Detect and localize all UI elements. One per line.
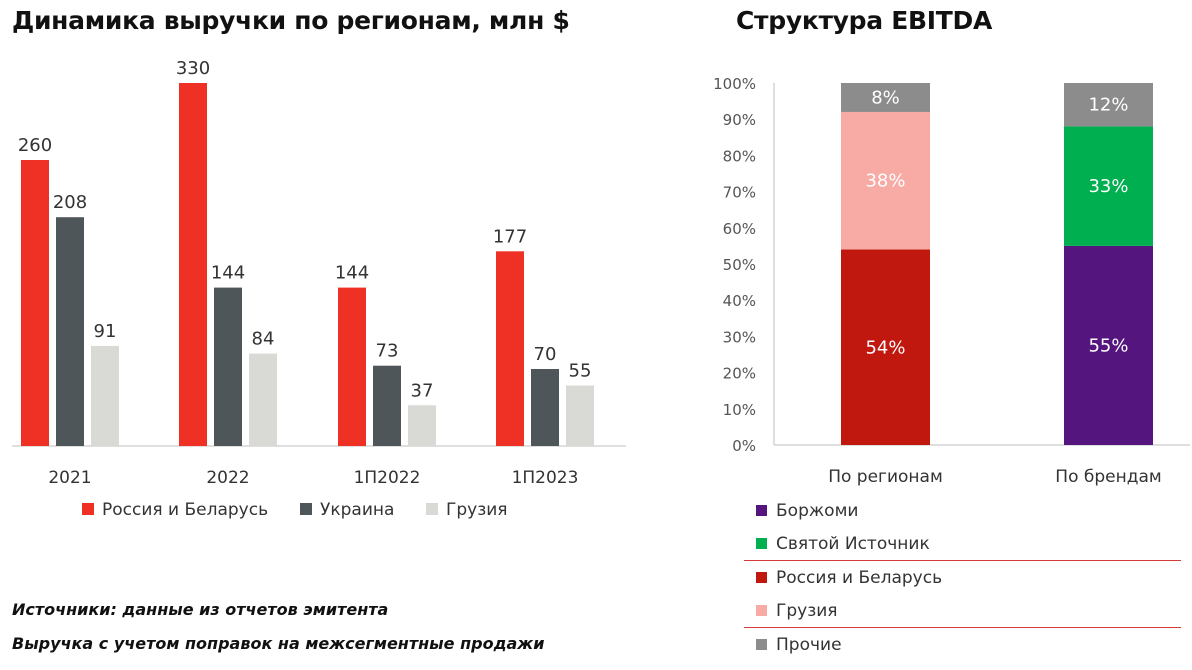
legend-item: Грузия <box>744 594 1181 627</box>
revenue-bar-chart: 260 208 91 2021 330 144 84 2022 144 73 37 1П2022 177… <box>12 58 626 520</box>
y-tick-label: 40% <box>723 292 756 310</box>
data-label: 208 <box>53 192 87 213</box>
legend-label: Россия и Беларусь <box>776 567 943 588</box>
y-tick-label: 30% <box>723 328 756 346</box>
y-tick-label: 90% <box>723 111 756 129</box>
legend-swatch <box>426 503 438 515</box>
segment-label: 33% <box>1088 176 1128 197</box>
data-label: 91 <box>94 321 117 342</box>
x-tick-label: По брендам <box>1055 467 1161 487</box>
data-label: 73 <box>376 341 399 362</box>
bar-0-2 <box>91 345 119 446</box>
legend-label: Украина <box>320 500 394 520</box>
stack-seg-0-1 <box>841 111 930 250</box>
source-note: Источники: данные из отчетов эмитента <box>12 600 389 619</box>
bar-3-0 <box>496 251 524 446</box>
legend-swatch <box>756 538 767 549</box>
x-tick-label: По регионам <box>828 467 943 487</box>
legend-item: Россия и Беларусь <box>744 560 1181 594</box>
revenue-chart-title: Динамика выручки по регионам, млн $ <box>12 6 570 35</box>
segment-label: 12% <box>1088 95 1128 116</box>
stack-seg-0-4 <box>841 83 930 112</box>
y-tick-label: 70% <box>723 184 756 202</box>
x-tick-label: 1П2023 <box>512 468 579 488</box>
data-label: 84 <box>252 329 275 350</box>
legend-item: Прочие <box>744 627 1181 661</box>
segment-label: 38% <box>865 171 905 192</box>
legend-swatch <box>756 572 767 583</box>
data-label: 177 <box>493 226 527 247</box>
ebitda-stacked-chart: 0% 10% 20% 30% 40% 50% 60% 70% 80% 90% 100% 54% 38% 8… <box>713 75 1190 487</box>
data-label: 37 <box>411 380 434 401</box>
data-label: 144 <box>211 263 245 284</box>
legend-label: Святой Источник <box>776 533 930 554</box>
y-tick-label: 100% <box>713 75 756 93</box>
legend-label: Россия и Беларусь <box>102 500 268 520</box>
stack-seg-0-0 <box>841 249 930 445</box>
data-label: 330 <box>176 58 210 79</box>
legend-swatch <box>82 503 94 515</box>
legend-label: Грузия <box>776 600 838 621</box>
legend-label: Прочие <box>776 634 842 655</box>
stack-seg-1-4 <box>1064 83 1153 127</box>
y-tick-label: 80% <box>723 147 756 165</box>
bar-3-1 <box>531 369 559 446</box>
stack-seg-1-3 <box>1064 126 1153 246</box>
stack-seg-1-2 <box>1064 245 1153 445</box>
legend-item: Святой Источник <box>744 527 1181 560</box>
bar-2-1 <box>373 365 401 446</box>
data-label: 70 <box>534 344 557 365</box>
data-label: 260 <box>18 135 52 156</box>
bar-1-0 <box>179 83 207 446</box>
bar-3-2 <box>566 385 594 446</box>
x-tick-label: 2021 <box>48 468 91 488</box>
x-tick-label: 2022 <box>206 468 249 488</box>
segment-label: 55% <box>1088 335 1128 356</box>
legend-swatch <box>756 605 767 616</box>
y-tick-label: 60% <box>723 220 756 238</box>
y-tick-label: 0% <box>732 437 756 455</box>
bar-2-2 <box>408 405 436 446</box>
bar-1-2 <box>249 353 277 446</box>
data-label: 55 <box>569 361 592 382</box>
legend-item: Боржоми <box>744 494 1181 527</box>
data-label: 144 <box>335 263 369 284</box>
bar-0-1 <box>56 217 84 446</box>
adjustment-note: Выручка с учетом поправок на межсегментн… <box>12 634 545 653</box>
y-tick-label: 50% <box>723 256 756 274</box>
bar-2-0 <box>338 287 366 446</box>
legend-swatch <box>300 503 312 515</box>
y-tick-label: 20% <box>723 365 756 383</box>
legend-swatch <box>756 639 767 650</box>
legend-label: Грузия <box>446 500 508 520</box>
bar-1-1 <box>214 287 242 446</box>
segment-label: 8% <box>871 87 900 108</box>
legend-label: Боржоми <box>776 500 859 521</box>
y-tick-label: 10% <box>723 401 756 419</box>
legend-swatch <box>756 505 767 516</box>
x-tick-label: 1П2022 <box>354 468 421 488</box>
segment-label: 54% <box>865 337 905 358</box>
bar-0-0 <box>21 160 49 446</box>
ebitda-legend: Боржоми Святой Источник Россия и Беларусь Г… <box>744 494 1181 661</box>
ebitda-chart-title: Структура EBITDA <box>736 6 993 35</box>
